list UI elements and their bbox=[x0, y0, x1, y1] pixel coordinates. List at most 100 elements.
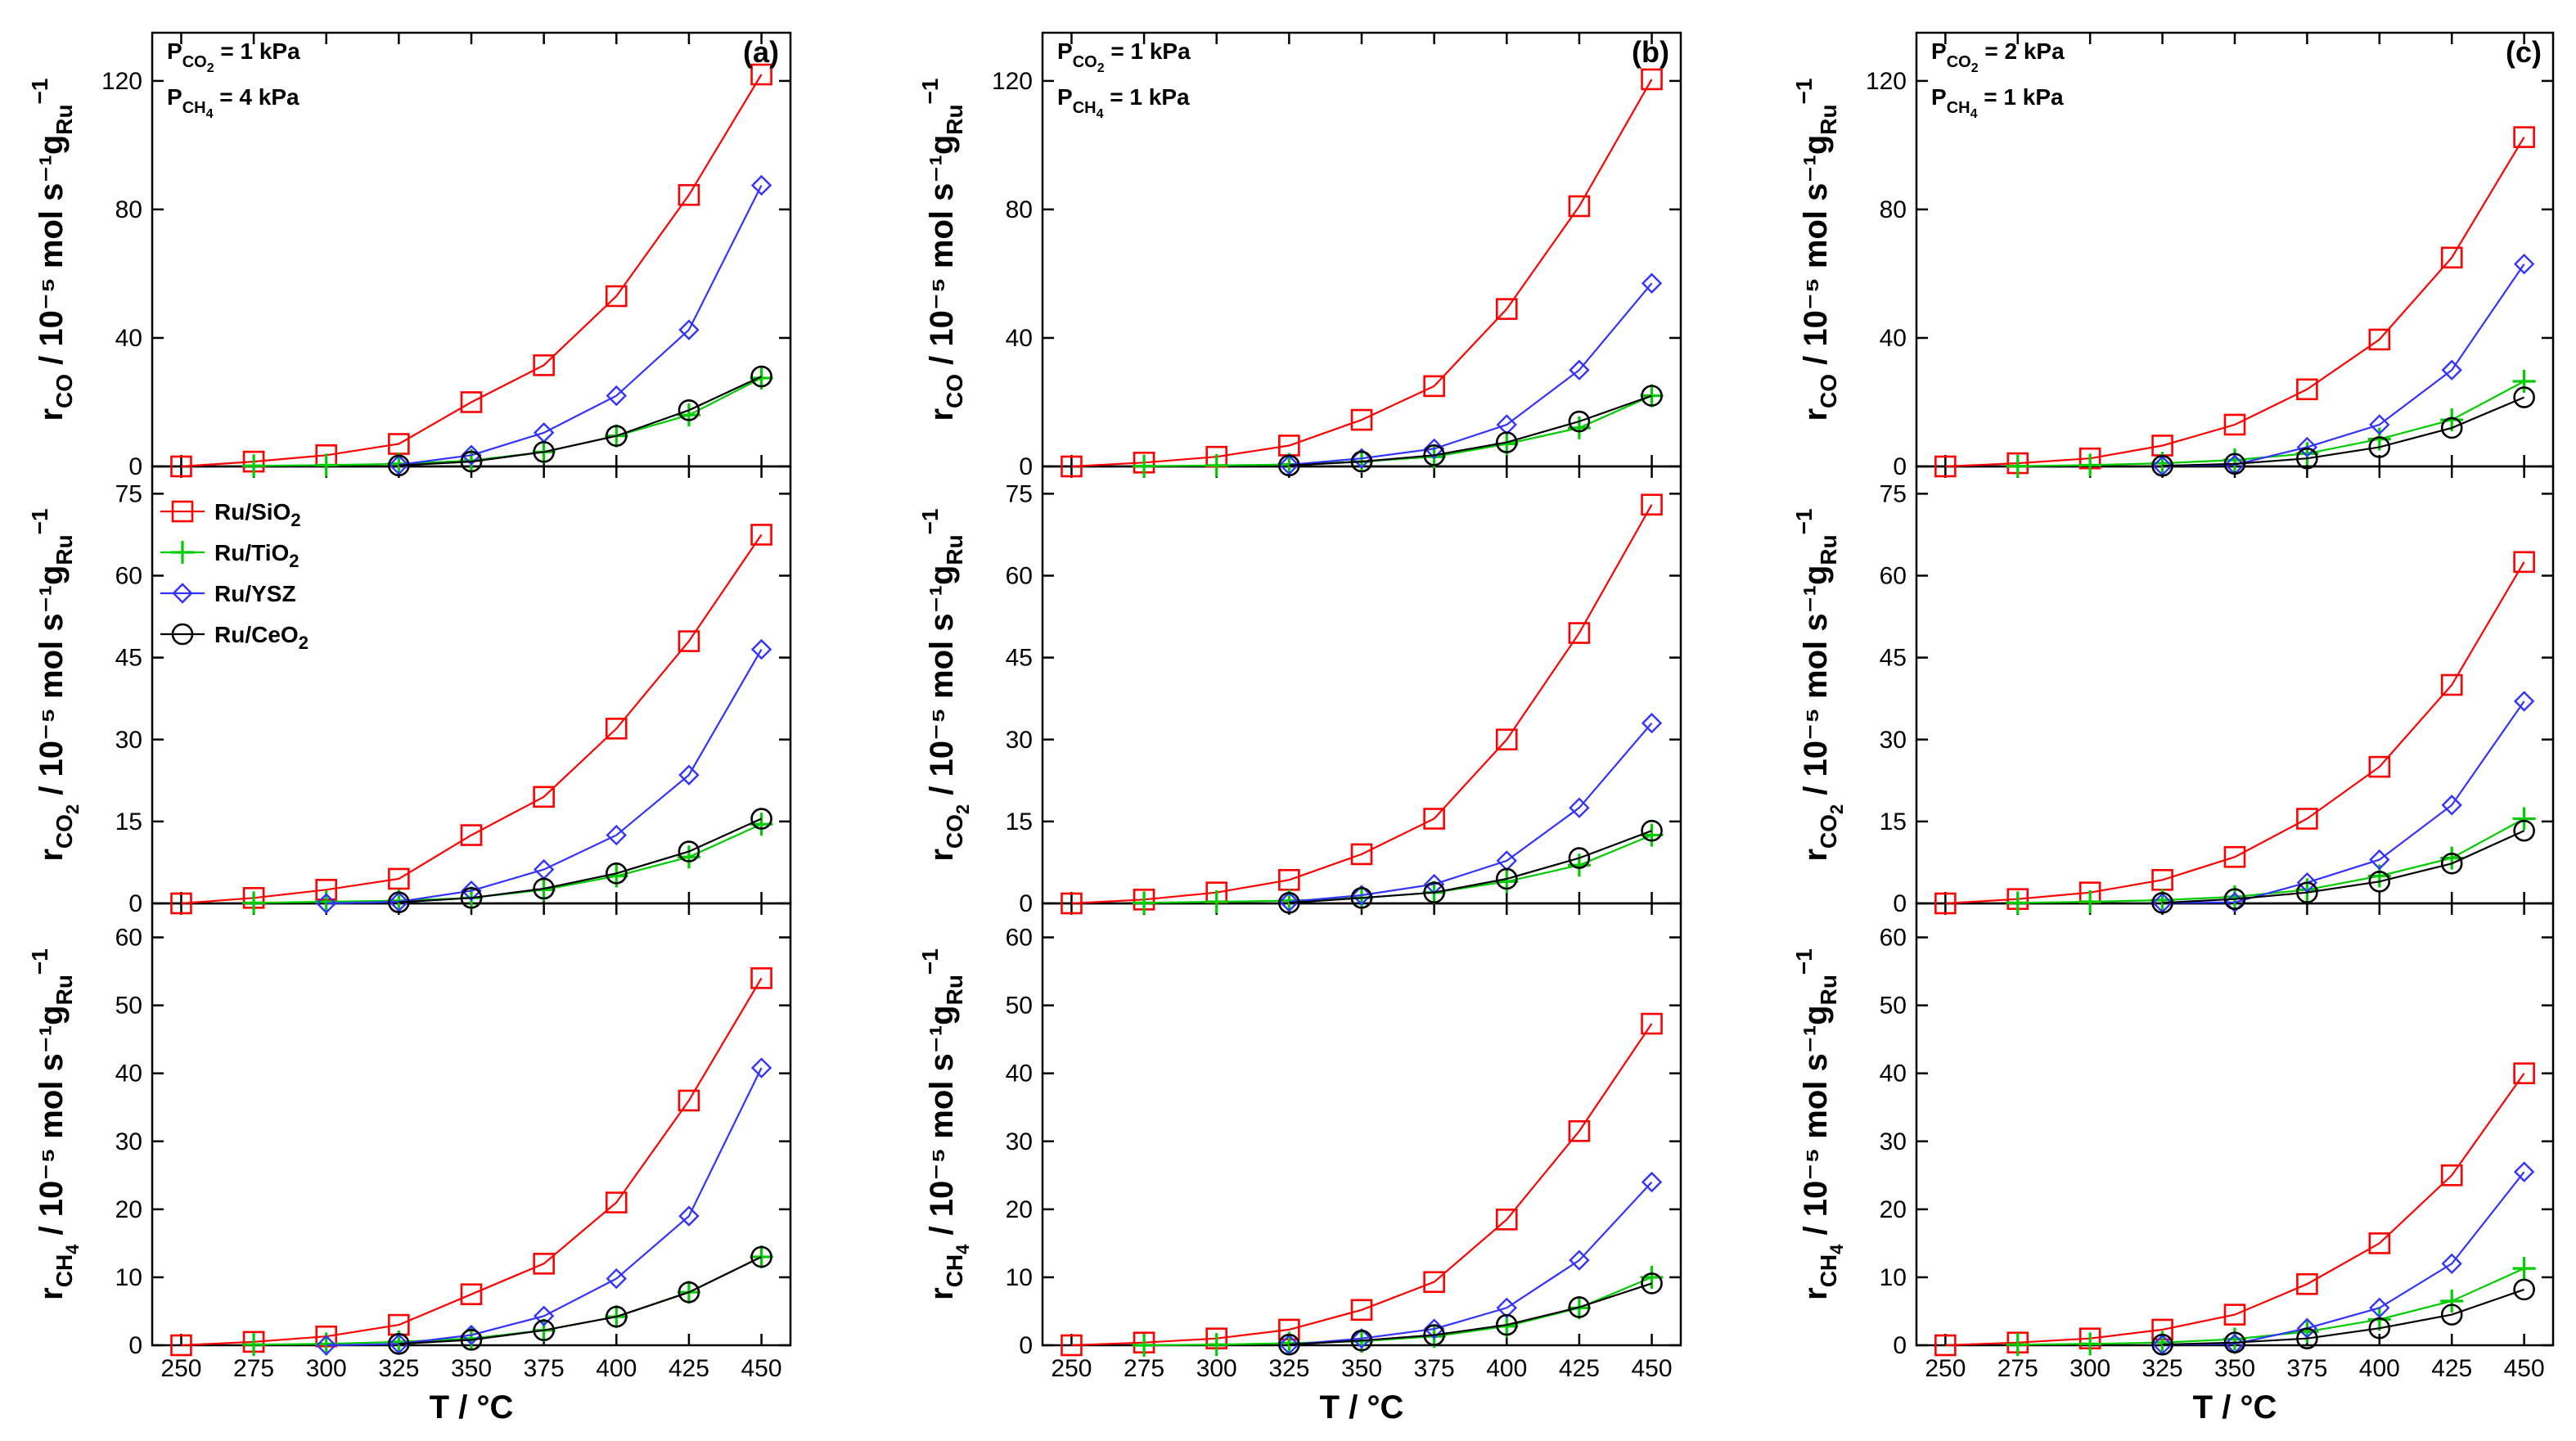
data-point-ru-ceo2 bbox=[1350, 1329, 1373, 1352]
panel-label: (a) bbox=[743, 35, 779, 69]
y-tick-label: 0 bbox=[1893, 890, 1907, 917]
data-point-ru-tio2 bbox=[2512, 807, 2536, 831]
data-point-ru-sio2 bbox=[2223, 845, 2246, 868]
data-point-ru-ysz bbox=[1278, 891, 1300, 912]
legend-label: Ru/SiO2 bbox=[214, 499, 301, 530]
series-line-ru-sio2 bbox=[181, 74, 763, 468]
data-point-ru-sio2 bbox=[2296, 378, 2318, 401]
data-point-ru-tio2 bbox=[2223, 448, 2246, 472]
legend-item: Ru/TiO2 bbox=[160, 540, 299, 571]
y-tick-label: 40 bbox=[1880, 1060, 1907, 1088]
data-point-ru-tio2 bbox=[242, 1333, 266, 1357]
x-tick-label: 375 bbox=[2286, 1355, 2327, 1382]
y-tick-label: 0 bbox=[1019, 1332, 1033, 1359]
legend-marker bbox=[171, 623, 194, 646]
data-point-ru-ysz bbox=[678, 764, 700, 786]
data-point-ru-tio2 bbox=[1205, 453, 1228, 477]
panel-2-1-series bbox=[1934, 551, 2536, 915]
plot-frame bbox=[1915, 902, 2555, 1347]
data-point-ru-ceo2 bbox=[2151, 1333, 2173, 1356]
y-tick-label: 120 bbox=[992, 68, 1033, 95]
y-tick-label: 40 bbox=[1006, 1060, 1033, 1088]
series-line-ru-ceo2 bbox=[1289, 394, 1652, 466]
series-line-ru-sio2 bbox=[1071, 1023, 1653, 1347]
y-tick-label: 30 bbox=[115, 1128, 142, 1155]
data-point-ru-ceo2 bbox=[1568, 1296, 1591, 1318]
series-line-ru-ysz bbox=[1289, 722, 1653, 903]
data-point-ru-sio2 bbox=[533, 354, 555, 376]
y-tick-label: 40 bbox=[115, 1060, 142, 1088]
data-point-ru-tio2 bbox=[2006, 454, 2029, 478]
condition-label: PCO2 = 1 kPa bbox=[1057, 38, 1191, 75]
data-point-ru-ceo2 bbox=[1568, 847, 1591, 869]
x-tick-label: 275 bbox=[1997, 1355, 2038, 1382]
x-tick-label: 300 bbox=[1196, 1355, 1237, 1382]
data-point-ru-sio2 bbox=[1934, 1334, 1957, 1357]
data-point-ru-ysz bbox=[750, 1057, 772, 1078]
y-tick-label: 80 bbox=[1006, 196, 1033, 223]
data-point-ru-tio2 bbox=[2223, 1327, 2246, 1351]
data-point-ru-ysz bbox=[1496, 1297, 1517, 1319]
data-point-ru-tio2 bbox=[1133, 454, 1156, 478]
data-point-ru-ceo2 bbox=[1568, 410, 1591, 433]
x-tick-label: 450 bbox=[2504, 1355, 2545, 1382]
y-tick-label: 20 bbox=[1006, 1196, 1033, 1223]
data-point-ru-ceo2 bbox=[678, 840, 700, 862]
data-point-ru-ysz bbox=[1641, 713, 1663, 734]
data-point-ru-tio2 bbox=[314, 453, 338, 477]
data-point-ru-sio2 bbox=[1061, 892, 1083, 915]
y-tick-label: 0 bbox=[128, 453, 142, 480]
data-point-ru-ysz bbox=[1351, 1327, 1372, 1349]
data-point-ru-ysz bbox=[606, 1268, 627, 1290]
data-point-ru-tio2 bbox=[1205, 890, 1228, 913]
condition-label: PCH4 = 1 kPa bbox=[1931, 84, 2064, 121]
x-tick-label: 450 bbox=[1632, 1355, 1673, 1382]
panel-0-2-series bbox=[170, 967, 773, 1357]
panel-1-1-series bbox=[1061, 493, 1664, 915]
y-axis-title: rCH4 / 10⁻⁵ mol s⁻¹gRu−1 bbox=[27, 948, 83, 1300]
y-tick-label: 45 bbox=[115, 645, 142, 672]
series-line-ru-sio2 bbox=[181, 534, 763, 905]
y-axis-title: rCO2 / 10⁻⁵ mol s⁻¹gRu−1 bbox=[1791, 508, 1847, 861]
y-tick-label: 0 bbox=[1893, 1332, 1907, 1359]
data-point-ru-sio2 bbox=[1423, 375, 1445, 398]
data-point-ru-sio2 bbox=[605, 285, 628, 308]
y-tick-label: 30 bbox=[1880, 1128, 1907, 1155]
y-tick-label: 60 bbox=[115, 563, 142, 590]
data-point-ru-tio2 bbox=[2440, 1290, 2464, 1313]
data-point-ru-sio2 bbox=[1061, 1334, 1083, 1357]
data-point-ru-ceo2 bbox=[750, 365, 772, 388]
data-point-ru-sio2 bbox=[1568, 1120, 1591, 1142]
data-point-ru-tio2 bbox=[2078, 890, 2102, 913]
y-tick-label: 10 bbox=[115, 1264, 142, 1291]
data-point-ru-ysz bbox=[2296, 436, 2318, 458]
series-line-ru-ceo2 bbox=[399, 1256, 762, 1345]
legend-label: Ru/CeO2 bbox=[214, 622, 308, 653]
series-line-ru-ceo2 bbox=[2162, 1288, 2524, 1346]
data-point-ru-ceo2 bbox=[2368, 1317, 2391, 1340]
data-point-ru-sio2 bbox=[1350, 408, 1373, 431]
series-line-ru-sio2 bbox=[1945, 1073, 2525, 1347]
data-point-ru-ysz bbox=[1351, 448, 1372, 469]
data-point-ru-sio2 bbox=[1061, 455, 1083, 478]
plot-frame bbox=[1041, 465, 1682, 905]
x-axis-title: T / °C bbox=[1320, 1389, 1404, 1425]
panel-0-2-axes: 0 10 20 30 40 50 60 250 275 300 325 350 375 400 425 450 bbox=[115, 902, 792, 1382]
y-tick-label: 75 bbox=[1880, 480, 1907, 507]
y-axis-title: rCO / 10⁻⁵ mol s⁻¹gRu−1 bbox=[917, 78, 967, 421]
data-point-ru-ysz bbox=[2513, 253, 2535, 275]
legend-item: Ru/SiO2 bbox=[160, 499, 301, 530]
data-point-ru-ceo2 bbox=[2223, 888, 2246, 910]
data-point-ru-tio2 bbox=[2006, 891, 2029, 915]
data-point-ru-sio2 bbox=[2368, 1232, 2391, 1254]
series-line-ru-ysz bbox=[1289, 282, 1653, 466]
series-line-ru-ceo2 bbox=[399, 817, 762, 903]
x-tick-label: 400 bbox=[1486, 1355, 1527, 1382]
data-point-ru-ceo2 bbox=[533, 441, 555, 463]
y-tick-label: 50 bbox=[115, 993, 142, 1020]
data-point-ru-sio2 bbox=[1568, 622, 1591, 644]
y-axis-title: rCO / 10⁻⁵ mol s⁻¹gRu−1 bbox=[1791, 78, 1841, 421]
plot-frame bbox=[151, 902, 792, 1347]
y-tick-label: 30 bbox=[1006, 727, 1033, 754]
legend-label: Ru/YSZ bbox=[214, 581, 296, 606]
